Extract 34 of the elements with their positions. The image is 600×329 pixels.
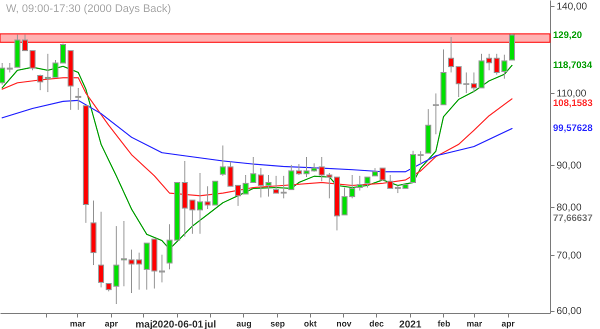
x-tick-label: mar: [466, 318, 483, 328]
candlestick: [113, 226, 120, 305]
x-tick-label: feb: [438, 318, 450, 328]
y-tick-label: 70,00: [556, 250, 582, 262]
text: 77,66637: [553, 213, 593, 224]
x-tick-label: okt: [304, 318, 317, 328]
x-tick-label: sep: [270, 318, 285, 328]
text: 99,57628: [553, 123, 593, 134]
y-tick-label: 140,00: [556, 2, 588, 13]
x-tick-label: 2020-06-01: [152, 320, 204, 329]
candlestick: [37, 74, 44, 91]
candlestick: [0, 62, 6, 86]
y-tick-label: 90,00: [556, 160, 582, 172]
y-tick-label: 60,00: [556, 306, 582, 318]
x-tick-label: apr: [104, 318, 119, 328]
text: 108,1583: [553, 98, 593, 109]
x-tick-label: nov: [336, 318, 352, 328]
x-tick-label: aug: [236, 318, 252, 328]
x-tick-label: dec: [369, 318, 384, 328]
candlestick: [364, 176, 370, 188]
x-tick-label: apr: [501, 318, 516, 328]
candlestick: [501, 54, 508, 80]
candlestick: [98, 211, 104, 288]
candlestick: [75, 87, 82, 110]
candlestick: [356, 175, 363, 192]
x-tick-label: mar: [70, 318, 86, 328]
text: 129,20: [553, 30, 582, 41]
chart-title: W, 09:00-17:30 (2000 Days Back): [6, 3, 172, 15]
x-tick-label: 2021: [399, 320, 422, 329]
candlestick: [6, 62, 13, 73]
y-tick-label: 110,00: [556, 88, 587, 100]
y-tick-label: 80,00: [556, 202, 582, 214]
text: 118,7034: [553, 60, 593, 71]
candlestick: [387, 174, 394, 189]
